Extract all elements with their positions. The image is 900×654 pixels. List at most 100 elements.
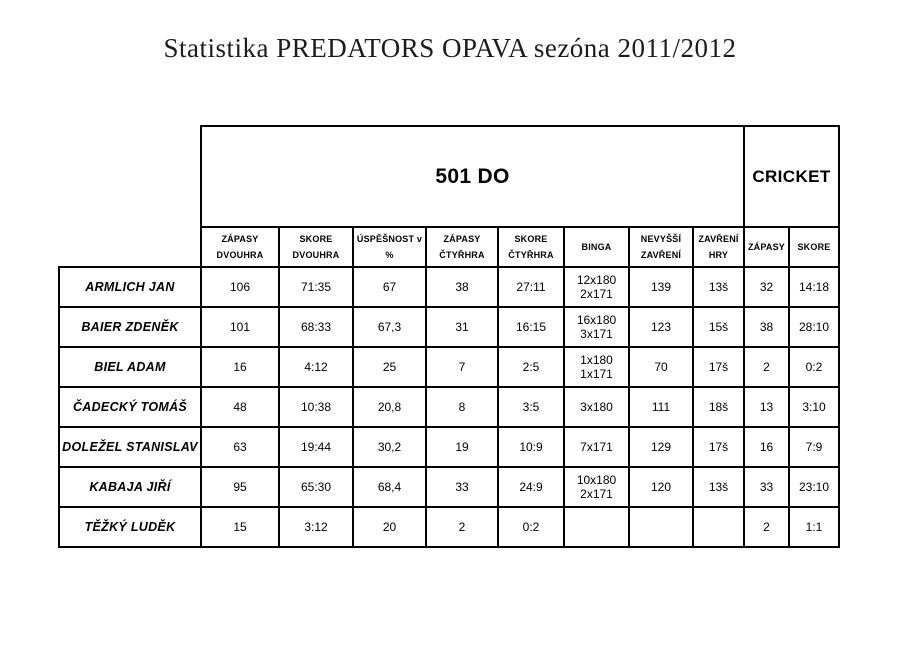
stat-cell: 17š	[694, 428, 743, 466]
col-header-line: ZAVŘENÍ	[698, 233, 739, 244]
col-header-line: HRY	[708, 250, 729, 260]
col-header-line: ÚSPĚŠNOST v	[356, 233, 423, 244]
stat-cell: 10:9	[499, 428, 563, 466]
stat-cell: 2	[745, 348, 788, 386]
stat-cell: 19:44	[280, 428, 352, 466]
stat-cell: 3:5	[499, 388, 563, 426]
stat-cell: 71:35	[280, 268, 352, 306]
stat-cell: 48	[202, 388, 278, 426]
stat-cell-binga: 10x180 2x171	[565, 468, 628, 506]
stat-cell-binga: 1x180 1x171	[565, 348, 628, 386]
stat-cell: 3:10	[790, 388, 838, 426]
stat-cell: 111	[630, 388, 692, 426]
stat-cell: 8	[427, 388, 497, 426]
binga-line: 3x171	[580, 327, 613, 341]
stat-cell: 13	[745, 388, 788, 426]
player-name-cell: BAIER ZDENĚK	[60, 308, 200, 346]
page-title: Statistika PREDATORS OPAVA sezóna 2011/2…	[163, 33, 737, 63]
col-header-line: ZÁPASY	[747, 241, 786, 252]
player-name-cell: BIEL ADAM	[60, 348, 200, 386]
col-header-skore-dvouhra: SKORE DVOUHRA	[280, 228, 352, 266]
player-name-cell: KABAJA JIŘÍ	[60, 468, 200, 506]
stat-cell: 1:1	[790, 508, 838, 546]
stat-cell: 33	[427, 468, 497, 506]
col-header-line: ZÁPASY	[443, 233, 481, 244]
col-header-line: BINGA	[581, 241, 612, 252]
stat-cell: 68:33	[280, 308, 352, 346]
stat-cell	[694, 508, 743, 546]
stat-cell	[630, 508, 692, 546]
stat-cell: 2	[427, 508, 497, 546]
stat-cell: 18š	[694, 388, 743, 426]
binga-line: 10x180	[576, 472, 617, 487]
stat-cell: 20	[354, 508, 425, 546]
col-header-line: ČTYŘHRA	[508, 250, 554, 260]
stats-table-header: 501 DO CRICKET ZÁPASY DVOUHRA SKORE DVOU…	[200, 125, 840, 268]
binga-line: 3x180	[580, 399, 613, 414]
stat-cell: 15š	[694, 308, 743, 346]
section-header-501do: 501 DO	[202, 127, 743, 226]
stat-cell: 32	[745, 268, 788, 306]
stat-cell: 67,3	[354, 308, 425, 346]
stat-cell: 16:15	[499, 308, 563, 346]
stat-cell: 7:9	[790, 428, 838, 466]
stat-cell: 24:9	[499, 468, 563, 506]
stat-cell: 2:5	[499, 348, 563, 386]
binga-line: 1x180	[580, 352, 613, 367]
col-header-line: SKORE	[797, 241, 831, 252]
stat-cell-binga: 12x180 2x171	[565, 268, 628, 306]
binga-line: 2x171	[580, 487, 613, 501]
stat-cell: 123	[630, 308, 692, 346]
binga-line: 7x171	[580, 439, 613, 454]
col-header-skore-ctyrhra: SKORE ČTYŘHRA	[499, 228, 563, 266]
stat-cell: 16	[202, 348, 278, 386]
binga-line: 2x171	[580, 287, 613, 301]
stat-cell: 68,4	[354, 468, 425, 506]
stat-cell: 33	[745, 468, 788, 506]
player-name-cell: ČADECKÝ TOMÁŠ	[60, 388, 200, 426]
stat-cell: 27:11	[499, 268, 563, 306]
col-header-cricket-skore: SKORE	[790, 228, 838, 266]
stat-cell: 106	[202, 268, 278, 306]
player-name-cell: DOLEŽEL STANISLAV	[60, 428, 200, 466]
stat-cell: 3:12	[280, 508, 352, 546]
stat-cell: 15	[202, 508, 278, 546]
stat-cell: 7	[427, 348, 497, 386]
stat-cell: 0:2	[790, 348, 838, 386]
col-header-line: DVOUHRA	[292, 250, 340, 260]
stat-cell: 14:18	[790, 268, 838, 306]
stat-cell: 28:10	[790, 308, 838, 346]
stat-cell: 0:2	[499, 508, 563, 546]
player-name-cell: TĚŽKÝ LUDĚK	[60, 508, 200, 546]
stat-cell-binga: 16x180 3x171	[565, 308, 628, 346]
col-header-line: ČTYŘHRA	[439, 250, 485, 260]
stat-cell: 63	[202, 428, 278, 466]
stat-cell: 13š	[694, 268, 743, 306]
binga-line: 12x180	[576, 272, 617, 287]
stat-cell: 101	[202, 308, 278, 346]
stat-cell-binga	[565, 508, 628, 546]
stat-cell: 70	[630, 348, 692, 386]
col-header-line: SKORE	[299, 233, 333, 244]
col-header-line: NEVYŠŠÍ	[640, 233, 682, 244]
col-header-line: SKORE	[514, 233, 548, 244]
stat-cell: 38	[745, 308, 788, 346]
stat-cell: 16	[745, 428, 788, 466]
col-header-zavreni-hry: ZAVŘENÍ HRY	[694, 228, 743, 266]
stat-cell: 65:30	[280, 468, 352, 506]
stat-cell: 95	[202, 468, 278, 506]
stat-cell: 19	[427, 428, 497, 466]
player-name-cell: ARMLICH JAN	[60, 268, 200, 306]
stat-cell: 23:10	[790, 468, 838, 506]
binga-line: 1x171	[580, 367, 613, 381]
col-header-line: DVOUHRA	[216, 250, 264, 260]
stat-cell: 139	[630, 268, 692, 306]
stat-cell: 2	[745, 508, 788, 546]
stat-cell: 13š	[694, 468, 743, 506]
stat-cell-binga: 7x171	[565, 428, 628, 466]
stats-table-body: ARMLICH JAN 106 71:35 67 38 27:11 12x180…	[58, 266, 840, 548]
stat-cell: 129	[630, 428, 692, 466]
col-header-line: ZÁPASY	[221, 233, 259, 244]
col-header-uspesnost: ÚSPĚŠNOST v %	[354, 228, 425, 266]
stat-cell: 67	[354, 268, 425, 306]
